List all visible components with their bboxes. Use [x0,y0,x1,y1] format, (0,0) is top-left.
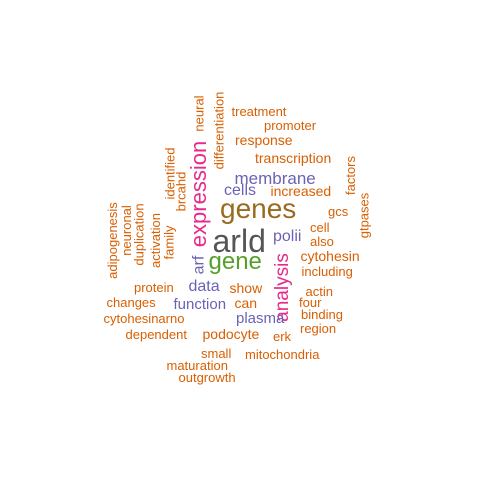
word-neuronal: neuronal [118,204,134,256]
word-changes: changes [106,294,156,310]
word-family: family [161,225,177,259]
word-outgrowth: outgrowth [178,369,236,385]
word-arld: arld [212,223,266,259]
word-promoter: promoter [264,117,317,133]
word-small: small [201,345,232,361]
word-polii: polii [273,228,302,245]
word-erk: erk [273,328,292,344]
word-membrane: membrane [234,168,316,188]
word-arf: arf [189,255,207,275]
word-differentiation: differentiation [211,91,227,169]
word-can: can [234,295,258,311]
word-cells: cells [224,182,257,199]
word-four: four [299,294,322,310]
word-mitochondria: mitochondria [245,346,320,362]
word-neural: neural [191,94,207,132]
word-expression: expression [186,140,212,248]
word-region: region [300,320,337,336]
word-function: function [173,295,227,313]
word-actin: actin [305,283,333,299]
word-adipogenesis: adipogenesis [104,201,120,279]
word-increased: increased [270,183,332,199]
word-transcription: transcription [255,150,332,166]
word-protein: protein [134,279,174,295]
word-gcs: gcs [328,203,349,219]
word-also: also [310,233,334,249]
word-cytohesinarno: cytohesinarno [103,310,185,326]
word-factors: factors [342,155,358,195]
word-activation: activation [147,212,163,268]
word-show: show [229,280,263,296]
word-including: including [301,263,353,279]
word-cytohesin: cytohesin [300,248,360,264]
word-gtpases: gtpases [356,192,372,238]
word-data: data [188,278,220,295]
word-podocyte: podocyte [202,326,260,342]
word-maturation: maturation [166,357,228,373]
word-binding: binding [301,306,343,322]
word-dependent: dependent [125,326,187,342]
word-gene: gene [208,248,262,275]
word-duplication: duplication [131,202,147,266]
word-cell: cell [310,219,330,235]
word-genes: genes [220,193,297,224]
word-treatment: treatment [231,103,287,119]
word-brcahd: brcahd [173,171,189,211]
word-response: response [235,132,293,148]
word-plasma: plasma [236,309,285,327]
